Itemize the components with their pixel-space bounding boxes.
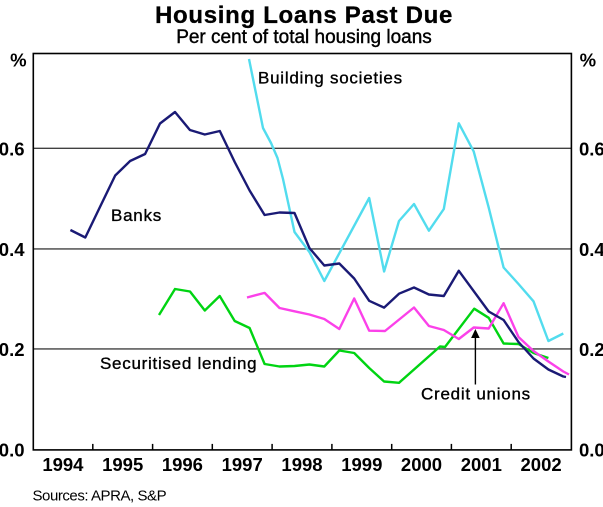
svg-text:0.4: 0.4 xyxy=(579,239,603,260)
svg-text:0.6: 0.6 xyxy=(579,139,603,160)
svg-text:Banks: Banks xyxy=(111,206,162,225)
svg-text:Credit unions: Credit unions xyxy=(421,385,531,404)
svg-text:1999: 1999 xyxy=(341,454,382,475)
svg-text:2001: 2001 xyxy=(461,454,502,475)
svg-text:1998: 1998 xyxy=(281,454,322,475)
svg-text:Securitised lending: Securitised lending xyxy=(100,354,257,373)
svg-text:%: % xyxy=(10,49,26,70)
svg-text:2000: 2000 xyxy=(401,454,442,475)
svg-text:0.6: 0.6 xyxy=(0,139,25,160)
svg-text:Per cent of total housing loan: Per cent of total housing loans xyxy=(176,27,432,48)
svg-text:0.0: 0.0 xyxy=(579,440,603,461)
svg-text:Housing Loans Past Due: Housing Loans Past Due xyxy=(155,2,453,29)
svg-text:0.2: 0.2 xyxy=(0,339,25,360)
svg-text:Building societies: Building societies xyxy=(258,69,403,88)
svg-text:0.2: 0.2 xyxy=(579,339,603,360)
svg-text:1996: 1996 xyxy=(162,454,203,475)
svg-text:1994: 1994 xyxy=(42,454,84,475)
svg-text:Sources: APRA, S&P: Sources: APRA, S&P xyxy=(33,487,167,504)
svg-text:0.0: 0.0 xyxy=(0,440,25,461)
svg-text:2002: 2002 xyxy=(521,454,562,475)
svg-text:1995: 1995 xyxy=(102,454,143,475)
svg-text:1997: 1997 xyxy=(222,454,263,475)
svg-text:%: % xyxy=(580,49,596,70)
svg-text:0.4: 0.4 xyxy=(0,239,25,260)
